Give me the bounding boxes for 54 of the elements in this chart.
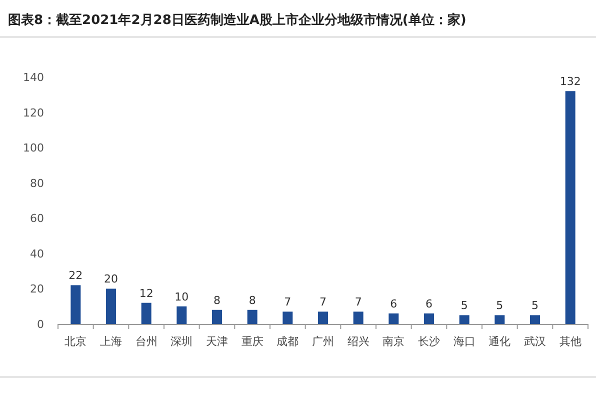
- y-tick-label: 100: [23, 142, 44, 155]
- data-label: 7: [284, 296, 292, 309]
- x-tick-label: 重庆: [241, 335, 264, 348]
- bar: [388, 313, 399, 324]
- bar: [282, 312, 293, 324]
- data-label: 7: [354, 296, 362, 309]
- x-tick-label: 成都: [276, 335, 299, 348]
- bar: [353, 312, 364, 324]
- data-label: 6: [390, 297, 398, 310]
- bar: [565, 91, 576, 324]
- bar: [70, 285, 81, 324]
- y-tick-label: 40: [30, 247, 44, 260]
- bar: [459, 315, 470, 324]
- data-label: 12: [139, 286, 154, 300]
- x-tick-label: 广州: [312, 335, 334, 348]
- data-label: 8: [214, 294, 220, 307]
- data-label: 8: [248, 294, 256, 307]
- x-tick-label: 其他: [559, 335, 582, 348]
- data-label: 132: [560, 75, 581, 88]
- x-tick-label: 台州: [135, 335, 158, 348]
- bar: [424, 313, 434, 324]
- bar: [176, 306, 187, 324]
- x-tick-label: 深圳: [170, 335, 193, 348]
- y-tick-label: 80: [30, 176, 44, 190]
- data-label: 22: [68, 269, 83, 282]
- x-tick-label: 天津: [206, 335, 228, 348]
- y-tick-label: 120: [23, 106, 44, 120]
- x-tick-label: 武汉: [524, 335, 546, 348]
- x-tick-label: 上海: [100, 335, 122, 348]
- bar: [141, 302, 152, 324]
- data-label: 20: [104, 272, 118, 286]
- data-label: 10: [174, 290, 189, 304]
- x-tick-label: 海口: [453, 335, 476, 348]
- x-tick-label: 通化: [488, 335, 511, 348]
- data-label: 5: [532, 299, 538, 312]
- data-label: 5: [460, 299, 468, 312]
- y-tick-label: 20: [30, 282, 44, 296]
- bar: [494, 315, 505, 324]
- y-tick-label: 0: [37, 318, 44, 331]
- bar: [212, 310, 222, 324]
- bar: [530, 315, 540, 324]
- x-tick-label: 北京: [64, 335, 87, 348]
- x-tick-label: 南京: [382, 335, 405, 348]
- x-tick-label: 长沙: [418, 335, 440, 348]
- chart-title: 图表8：截至2021年2月28日医药制造业A股上市企业分地级市情况(单位：家): [8, 12, 466, 28]
- x-tick-label: 绍兴: [347, 335, 370, 348]
- data-label: 7: [320, 296, 326, 309]
- y-tick-label: 140: [23, 71, 44, 84]
- bar: [318, 312, 328, 324]
- bar: [247, 310, 258, 324]
- bar: [106, 288, 116, 324]
- data-label: 5: [496, 299, 504, 312]
- data-label: 6: [426, 297, 432, 310]
- y-tick-label: 60: [30, 212, 44, 226]
